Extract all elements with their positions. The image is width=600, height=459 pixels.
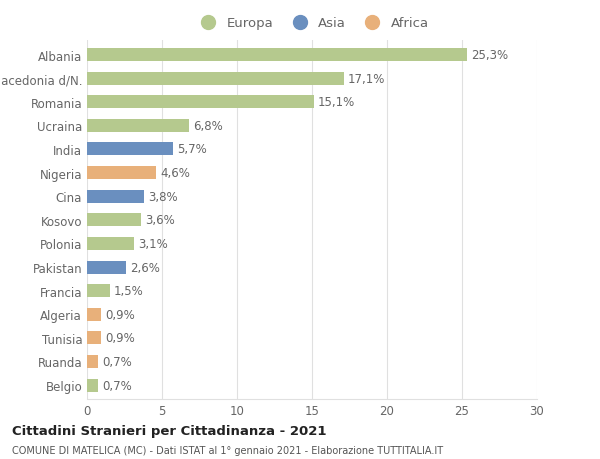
Text: 5,7%: 5,7% [177,143,207,156]
Bar [87,261,126,274]
Bar [87,214,141,227]
Bar [87,49,467,62]
Bar [87,237,133,250]
Text: 25,3%: 25,3% [471,49,508,62]
Bar [87,96,314,109]
Bar [87,379,97,392]
Text: 0,7%: 0,7% [102,379,132,392]
Bar [87,355,97,368]
Bar [87,308,101,321]
Text: 15,1%: 15,1% [318,96,355,109]
Bar [87,190,144,203]
Text: 4,6%: 4,6% [161,167,190,179]
Text: 2,6%: 2,6% [131,261,160,274]
Text: 0,9%: 0,9% [105,308,135,321]
Text: 6,8%: 6,8% [193,120,223,133]
Text: 0,9%: 0,9% [105,331,135,345]
Bar [87,331,101,345]
Legend: Europa, Asia, Africa: Europa, Asia, Africa [190,12,434,36]
Text: 3,8%: 3,8% [149,190,178,203]
Text: 1,5%: 1,5% [114,285,144,297]
Text: 3,6%: 3,6% [146,214,175,227]
Text: 0,7%: 0,7% [102,355,132,368]
Text: 17,1%: 17,1% [348,73,385,85]
Bar [87,143,173,156]
Bar [87,167,156,179]
Bar [87,285,110,297]
Text: 3,1%: 3,1% [138,237,168,250]
Text: Cittadini Stranieri per Cittadinanza - 2021: Cittadini Stranieri per Cittadinanza - 2… [12,425,326,437]
Bar [87,73,343,85]
Bar [87,120,189,133]
Text: COMUNE DI MATELICA (MC) - Dati ISTAT al 1° gennaio 2021 - Elaborazione TUTTITALI: COMUNE DI MATELICA (MC) - Dati ISTAT al … [12,445,443,455]
